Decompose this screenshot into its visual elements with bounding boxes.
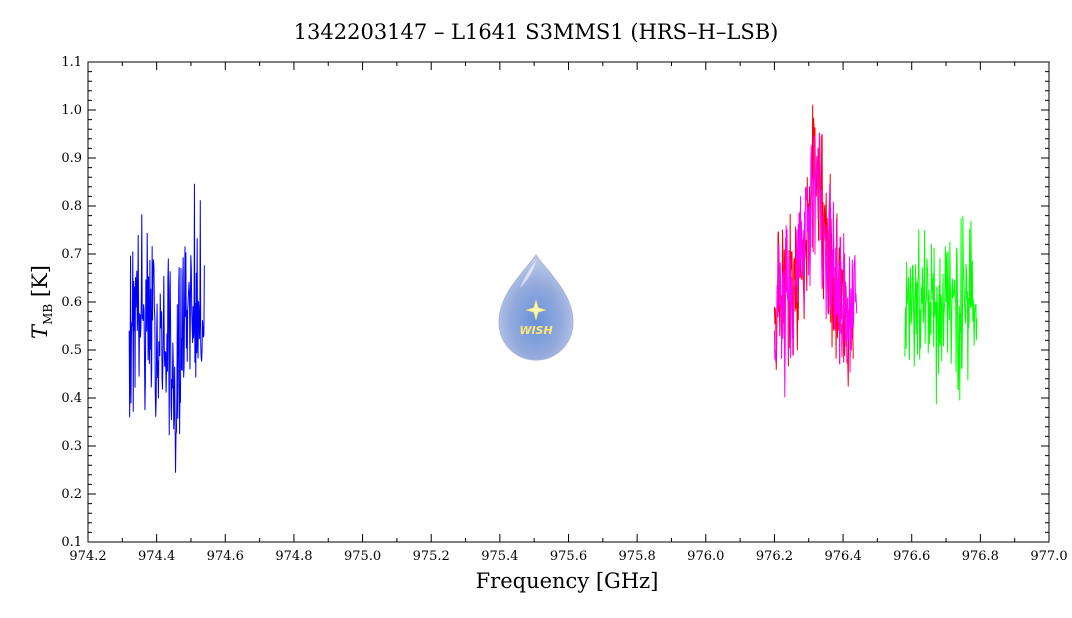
y-tick-label: 0.9 <box>61 151 82 166</box>
y-tick-label: 0.5 <box>61 343 82 358</box>
y-tick-label: 0.1 <box>61 535 82 550</box>
x-tick-label: 974.6 <box>207 549 244 564</box>
x-tick-label: 974.4 <box>138 549 175 564</box>
y-axis-subscript: MB <box>41 304 55 325</box>
spectrum-line-2 <box>773 132 858 398</box>
x-tick-label: 976.0 <box>687 549 724 564</box>
y-axis-title: TMB [K] <box>28 265 55 339</box>
spectrum-line-3 <box>904 215 978 405</box>
y-tick-label: 0.8 <box>61 199 82 214</box>
y-tick-label: 0.7 <box>61 247 82 262</box>
logo-text: WISH <box>519 324 552 337</box>
axis-ticks <box>87 61 1050 543</box>
x-tick-label: 975.6 <box>550 549 587 564</box>
series-2 <box>773 132 858 398</box>
x-tick-label: 975.4 <box>481 549 518 564</box>
y-tick-labels: 0.1 0.2 0.3 0.4 0.5 0.6 0.7 0.8 0.9 1.0 1.1 <box>61 55 82 550</box>
x-tick-label: 976.4 <box>824 549 861 564</box>
x-tick-label: 974.8 <box>275 549 312 564</box>
y-tick-label: 0.4 <box>61 391 82 406</box>
y-axis-unit: [K] <box>28 265 52 297</box>
series-3 <box>904 215 978 405</box>
x-axis-title: Frequency [GHz] <box>476 569 659 593</box>
y-axis-symbol: T <box>28 323 52 339</box>
y-tick-label: 0.3 <box>61 439 82 454</box>
x-tick-label: 976.6 <box>893 549 930 564</box>
x-tick-label: 974.2 <box>69 549 106 564</box>
series-layer <box>128 104 978 473</box>
x-tick-label: 975.0 <box>344 549 381 564</box>
wish-logo: WISH <box>498 254 574 361</box>
x-tick-label: 976.2 <box>756 549 793 564</box>
y-tick-label: 1.0 <box>61 103 82 118</box>
spectrum-line-0 <box>128 183 205 473</box>
chart-title: 1342203147 – L1641 S3MMS1 (HRS–H–LSB) <box>294 20 779 44</box>
tick-marks <box>87 61 1050 543</box>
x-tick-label: 977.0 <box>1030 549 1067 564</box>
y-tick-label: 0.2 <box>61 487 82 502</box>
x-tick-label: 976.8 <box>962 549 999 564</box>
y-tick-label: 1.1 <box>61 55 82 70</box>
svg-text:TMB [K]: TMB [K] <box>28 265 55 339</box>
x-tick-label: 975.2 <box>413 549 450 564</box>
y-tick-label: 0.6 <box>61 295 82 310</box>
star-icon <box>525 299 547 321</box>
series-0 <box>128 183 205 473</box>
x-tick-label: 975.8 <box>619 549 656 564</box>
x-tick-labels: 974.2 974.4 974.6 974.8 975.0 975.2 975.4 975.6… <box>69 549 1067 564</box>
